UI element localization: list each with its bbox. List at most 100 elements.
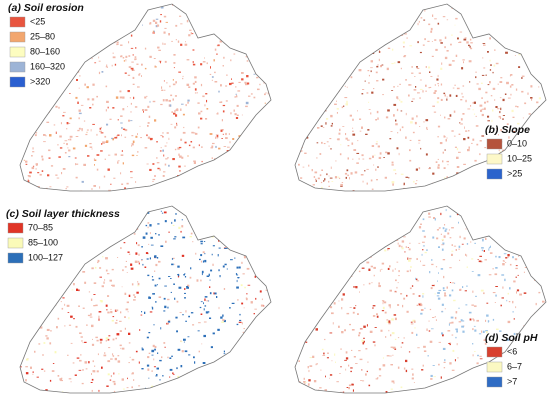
pixel [166, 185, 168, 188]
pixel [18, 158, 20, 159]
pixel [209, 203, 210, 204]
pixel [296, 313, 300, 316]
pixel [91, 389, 93, 392]
pixel [537, 233, 539, 236]
pixel [158, 277, 161, 280]
pixel [408, 177, 410, 179]
pixel [259, 376, 262, 378]
pixel [45, 135, 47, 137]
pixel [204, 104, 206, 107]
pixel [373, 274, 375, 277]
pixel [344, 172, 348, 175]
pixel [78, 117, 80, 120]
pixel [201, 272, 203, 276]
pixel [394, 338, 397, 340]
pixel [377, 166, 379, 168]
pixel [181, 103, 184, 105]
pixel [196, 17, 199, 19]
pixel [483, 44, 486, 46]
pixel [433, 111, 437, 113]
pixel [96, 339, 99, 342]
pixel [452, 181, 454, 183]
pixel [37, 172, 40, 174]
pixel [334, 103, 337, 105]
pixel [382, 357, 384, 359]
pixel [66, 28, 68, 31]
pixel [251, 54, 253, 56]
pixel [184, 190, 187, 191]
pixel [32, 147, 34, 150]
pixel [133, 233, 136, 235]
pixel [216, 53, 218, 55]
pixel [133, 15, 136, 17]
pixel [254, 266, 257, 268]
pixel [468, 130, 470, 132]
pixel [351, 384, 354, 386]
pixel [359, 118, 362, 120]
pixel [482, 227, 486, 230]
pixel [314, 287, 316, 289]
pixel [48, 104, 51, 106]
pixel [437, 164, 440, 166]
pixel [366, 324, 368, 327]
pixel [181, 225, 184, 228]
pixel [481, 330, 483, 333]
pixel [178, 2, 180, 3]
pixel [67, 312, 70, 313]
pixel [105, 304, 108, 307]
pixel [426, 328, 428, 331]
pixel [480, 184, 482, 187]
pixel [509, 85, 512, 88]
pixel [200, 83, 203, 87]
pixel [141, 368, 144, 370]
pixel [329, 214, 332, 216]
pixel [32, 373, 34, 375]
pixel [345, 368, 347, 371]
pixel [126, 182, 129, 185]
pixel [122, 269, 124, 272]
pixel [110, 358, 113, 360]
pixel [49, 134, 52, 137]
pixel [517, 34, 521, 36]
pixel [20, 293, 22, 296]
pixel [146, 163, 149, 165]
pixel [440, 114, 441, 116]
pixel [490, 231, 492, 234]
pixel [442, 259, 446, 261]
pixel [197, 126, 200, 129]
pixel [439, 142, 443, 145]
pixel [230, 167, 233, 171]
pixel [476, 83, 479, 85]
pixel [181, 254, 185, 257]
pixel [82, 43, 85, 45]
pixel [263, 267, 266, 270]
pixel [312, 86, 315, 89]
pixel [547, 31, 548, 32]
pixel [135, 192, 137, 193]
pixel [63, 142, 65, 144]
pixel [135, 252, 138, 255]
pixel [510, 194, 512, 196]
pixel [404, 33, 407, 35]
pixel [89, 204, 91, 205]
pixel [184, 288, 186, 290]
legend-label: 0–10 [507, 138, 527, 148]
pixel [156, 162, 160, 164]
pixel [472, 376, 474, 379]
pixel [319, 247, 322, 249]
pixel [183, 126, 185, 129]
pixel [147, 222, 150, 224]
pixel [148, 352, 151, 354]
pixel [378, 58, 380, 62]
pixel [357, 110, 358, 112]
pixel [306, 73, 309, 77]
pixel [422, 230, 425, 232]
pixel [255, 55, 258, 58]
pixel [311, 188, 314, 190]
pixel [522, 234, 524, 237]
pixel [113, 177, 116, 179]
pixel [211, 27, 214, 29]
pixel [470, 47, 473, 50]
pixel [478, 260, 482, 263]
pixel [200, 243, 203, 245]
